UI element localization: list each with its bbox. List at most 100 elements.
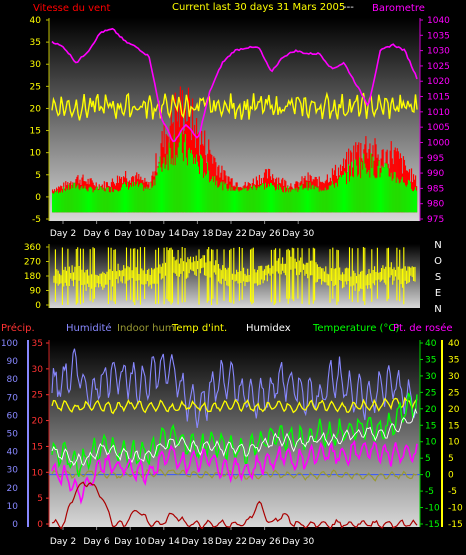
wind-avg-bar xyxy=(65,191,67,213)
chart-title: Current last 30 days 31 Mars 2005 xyxy=(172,2,345,13)
bottom-x-tick-label: Day 2 xyxy=(50,537,76,547)
wind-avg-bar xyxy=(348,164,350,213)
wind-avg-bar xyxy=(75,188,77,213)
wind-avg-bar xyxy=(149,189,151,213)
wind-avg-bar xyxy=(400,179,402,213)
temp-int-tick-label: 5 xyxy=(448,454,454,464)
humidity-tick-label: 70 xyxy=(7,393,19,403)
wind-avg-bar xyxy=(389,176,391,213)
humidity-tick-label: 0 xyxy=(12,520,18,530)
wind-avg-bar xyxy=(310,189,312,213)
wind-gust-bar xyxy=(204,130,206,213)
wind-avg-bar xyxy=(188,147,191,213)
wind-avg-bar xyxy=(274,187,276,213)
temp-tick-label: -15 xyxy=(425,520,440,530)
x-tick-label: Day 22 xyxy=(215,229,247,239)
wind-avg-bar xyxy=(275,190,277,213)
wind-avg-bar xyxy=(357,176,359,213)
wind-avg-bar xyxy=(113,189,116,213)
compass-letter: N xyxy=(434,240,441,251)
bottom-x-tick-label: Day 22 xyxy=(215,537,247,547)
wind-avg-bar xyxy=(291,189,293,213)
wind-avg-bar xyxy=(163,157,165,213)
wind-avg-bar xyxy=(110,187,113,213)
wind-title: Vitesse du vent xyxy=(33,3,110,14)
y-right-tick-label: 975 xyxy=(427,215,444,225)
wind-avg-bar xyxy=(350,176,352,213)
bottom-x-tick-label: Day 26 xyxy=(249,537,281,547)
wind-avg-bar xyxy=(264,182,267,213)
wind-avg-bar xyxy=(175,155,177,213)
wind-avg-bar xyxy=(382,167,384,213)
wind-avg-bar xyxy=(236,186,238,213)
precip-tick-label: 0 xyxy=(37,520,43,530)
wind-avg-bar xyxy=(128,189,130,213)
wind-avg-bar xyxy=(83,187,85,213)
wind-avg-bar xyxy=(295,190,297,213)
wind-avg-bar xyxy=(167,170,169,213)
wind-avg-bar xyxy=(130,184,132,213)
temp-int-line xyxy=(51,396,418,415)
y-right-tick-label: 1025 xyxy=(427,62,450,72)
y-right-tick-label: 1010 xyxy=(427,108,450,118)
wind-avg-bar xyxy=(136,184,138,213)
wind-gust-bar xyxy=(170,99,172,213)
y-right-tick-label: 980 xyxy=(427,200,444,210)
precip-tick-label: 30 xyxy=(32,365,44,375)
wind-avg-bar xyxy=(121,184,124,213)
wind-avg-bar xyxy=(277,184,279,213)
wind-avg-bar xyxy=(327,189,329,213)
wind-avg-bar xyxy=(237,190,239,213)
wind-avg-bar xyxy=(282,191,284,213)
wind-avg-bar xyxy=(406,184,409,213)
wind-avg-bar xyxy=(78,188,80,213)
wind-avg-bar xyxy=(272,185,274,213)
wind-avg-bar xyxy=(395,182,397,213)
wind-avg-bar xyxy=(125,184,127,213)
wind-avg-bar xyxy=(62,192,64,213)
wind-avg-bar xyxy=(374,177,376,213)
temp-tick-label: -5 xyxy=(425,487,434,497)
baro-line xyxy=(51,27,418,143)
bottom-x-tick-label: Day 30 xyxy=(282,537,314,547)
wind-avg-bar xyxy=(87,191,89,213)
bottom-x-tick-label: Day 6 xyxy=(83,537,110,547)
humidity-line xyxy=(51,348,418,428)
humidity-tick-label: 10 xyxy=(7,502,19,512)
wind-avg-bar xyxy=(77,184,79,213)
wind-avg-bar xyxy=(297,191,299,213)
wind-avg-bar xyxy=(103,190,105,213)
wind-avg-bar xyxy=(335,182,338,213)
x-tick-label: Day 10 xyxy=(114,229,146,239)
wind-avg-bar xyxy=(305,188,307,213)
wind-avg-bar xyxy=(294,188,296,213)
wind-avg-bar xyxy=(334,182,337,213)
y-left-tick-label: 5 xyxy=(35,171,41,181)
wind-avg-bar xyxy=(205,175,207,213)
wind-avg-bar xyxy=(155,175,157,213)
wind-avg-bar xyxy=(80,187,82,213)
wind-avg-bar xyxy=(96,186,98,213)
wind-avg-bar xyxy=(283,192,285,213)
wind-avg-bar xyxy=(218,187,220,213)
wind-avg-bar xyxy=(185,157,188,213)
wind-avg-bar xyxy=(284,187,286,213)
wind-avg-bar xyxy=(399,182,401,213)
wind-avg-bar xyxy=(59,192,61,213)
wind-gust-bar xyxy=(360,143,362,213)
wind-avg-bar xyxy=(292,189,294,213)
wind-avg-bar xyxy=(230,190,232,213)
temp-tick-label: 25 xyxy=(425,388,436,398)
wind-avg-bar xyxy=(369,177,371,213)
wind-avg-bar xyxy=(235,189,237,213)
wind-avg-bar xyxy=(176,157,178,213)
wind-avg-bar xyxy=(93,190,95,213)
wind-avg-bar xyxy=(172,165,174,213)
wind-avg-bar xyxy=(375,178,377,213)
wind-avg-bar xyxy=(207,162,209,213)
temp-int-tick-label: 35 xyxy=(448,355,459,365)
humidity-tick-label: 90 xyxy=(7,357,19,367)
wind-avg-bar xyxy=(391,180,393,213)
wind-avg-bar xyxy=(233,190,235,213)
wind-avg-bar xyxy=(164,168,166,213)
